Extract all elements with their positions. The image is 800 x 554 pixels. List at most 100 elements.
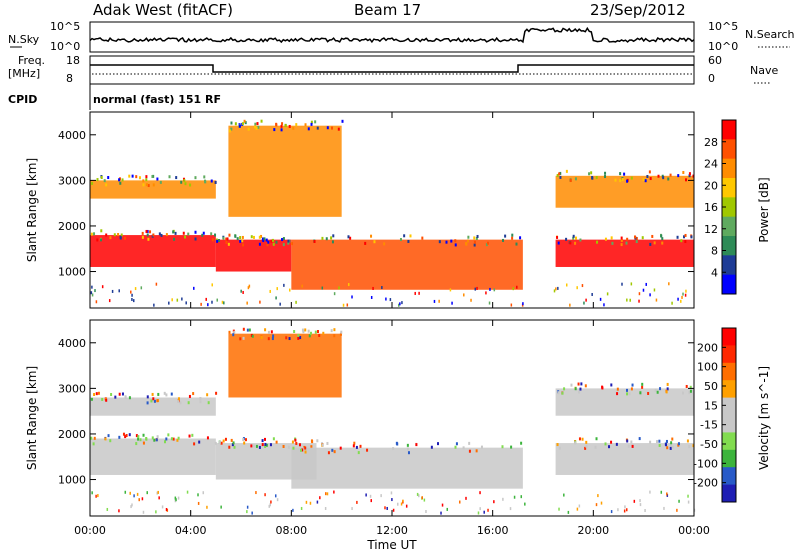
echo-speckle — [156, 399, 159, 403]
xtick-label: 04:00 — [175, 524, 207, 537]
echo-speckle — [255, 444, 258, 448]
nsearch-tick-bottom: 10^0 — [708, 40, 738, 53]
echo-speckle — [661, 237, 664, 241]
echo-speckle — [425, 510, 427, 514]
echo-speckle — [292, 126, 295, 130]
echo-region — [555, 239, 694, 267]
echo-speckle — [194, 230, 197, 234]
echo-speckle — [485, 243, 488, 247]
nave-tick-top: 60 — [708, 54, 722, 67]
echo-speckle — [97, 494, 99, 498]
echo-speckle — [630, 387, 633, 391]
echo-speckle — [202, 231, 205, 235]
echo-speckle — [557, 286, 559, 290]
echo-speckle — [493, 288, 496, 292]
echo-speckle — [149, 230, 152, 234]
echo-speckle — [300, 506, 303, 510]
echo-speckle — [649, 242, 652, 246]
echo-speckle — [282, 243, 285, 247]
echo-speckle — [211, 283, 213, 287]
ytick-label: 3000 — [58, 382, 86, 395]
echo-speckle — [649, 440, 652, 444]
echo-speckle — [255, 491, 257, 495]
echo-speckle — [188, 434, 191, 438]
echo-speckle — [252, 235, 255, 239]
echo-speckle — [522, 302, 524, 306]
echo-speckle — [95, 494, 97, 498]
power-colorbar-label: Power [dB] — [757, 177, 771, 242]
echo-speckle — [459, 500, 461, 504]
echo-speckle — [241, 239, 244, 243]
echo-speckle — [105, 233, 108, 237]
echo-speckle — [657, 174, 660, 178]
echo-speckle — [572, 236, 575, 240]
echo-speckle — [131, 503, 133, 507]
echo-speckle — [627, 444, 630, 448]
echo-speckle — [330, 236, 333, 240]
echo-speckle — [677, 174, 680, 178]
ytick-label: 3000 — [58, 174, 86, 187]
echo-speckle — [437, 442, 440, 446]
echo-speckle — [667, 177, 670, 181]
echo-speckle — [682, 170, 685, 174]
ytick-label: 4000 — [58, 129, 86, 142]
echo-speckle — [118, 509, 120, 513]
echo-speckle — [251, 511, 253, 515]
echo-speckle — [110, 392, 113, 396]
echo-speckle — [254, 125, 257, 129]
echo-speckle — [569, 179, 572, 183]
echo-speckle — [399, 302, 401, 306]
echo-speckle — [406, 447, 409, 451]
echo-speckle — [283, 283, 285, 287]
echo-speckle — [688, 172, 691, 176]
echo-speckle — [333, 490, 335, 494]
echo-speckle — [150, 399, 153, 403]
echo-speckle — [511, 236, 514, 240]
velocity-colorbar: 200 100 50 15 -15 -50 -100 -200 — [693, 327, 737, 503]
echo-speckle — [584, 446, 587, 450]
echo-speckle — [120, 233, 123, 237]
echo-speckle — [688, 174, 691, 178]
echo-speckle — [403, 234, 406, 238]
echo-speckle — [270, 330, 273, 334]
echo-speckle — [239, 337, 242, 341]
colorbar-segment — [722, 467, 736, 486]
colorbar-segment — [722, 397, 736, 416]
echo-speckle — [616, 392, 619, 396]
echo-speckle — [644, 179, 647, 183]
cpid-label: CPID — [8, 93, 37, 106]
echo-speckle — [366, 448, 369, 452]
echo-speckle — [264, 328, 267, 332]
echo-speckle — [246, 505, 249, 509]
echo-speckle — [677, 297, 679, 301]
echo-speckle — [649, 177, 652, 181]
echo-speckle — [257, 125, 260, 129]
echo-speckle — [477, 511, 480, 515]
echo-speckle — [321, 236, 324, 240]
echo-speckle — [238, 124, 241, 128]
echo-speckle — [156, 491, 158, 495]
echo-speckle — [211, 300, 213, 304]
echo-speckle — [228, 330, 231, 334]
echo-speckle — [308, 334, 311, 338]
echo-speckle — [181, 297, 183, 301]
echo-speckle — [258, 242, 261, 246]
echo-speckle — [171, 298, 173, 302]
echo-speckle — [369, 494, 372, 498]
echo-speckle — [107, 434, 110, 438]
echo-speckle — [142, 439, 145, 443]
echo-speckle — [121, 392, 124, 396]
echo-speckle — [210, 179, 213, 183]
echo-speckle — [380, 494, 382, 498]
echo-speckle — [619, 172, 622, 176]
echo-speckle — [416, 492, 419, 496]
echo-speckle — [294, 438, 297, 442]
ytick-label: 1000 — [58, 474, 86, 487]
nsky-tick-bottom: 10^0 — [50, 40, 80, 53]
echo-speckle — [228, 233, 231, 237]
colorbar-segment — [722, 255, 736, 276]
echo-speckle — [172, 230, 175, 234]
echo-speckle — [333, 334, 336, 338]
echo-speckle — [282, 237, 285, 241]
echo-speckle — [370, 234, 373, 238]
